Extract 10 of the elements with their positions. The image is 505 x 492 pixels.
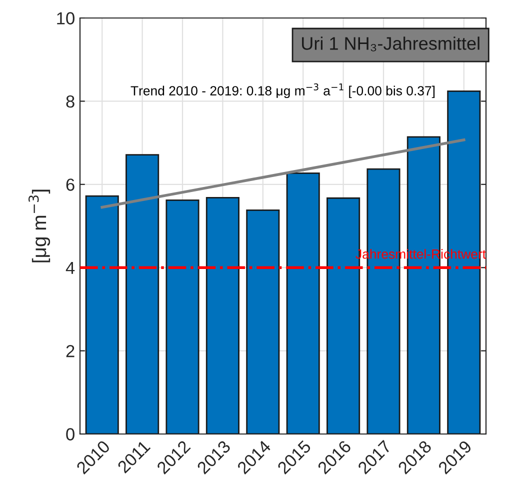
y-tick-label: 2 [66, 344, 74, 358]
y-tick-label: 0 [66, 428, 74, 440]
y-tick-label: 6 [66, 178, 74, 191]
line-series [100, 138, 466, 209]
text: Uri 1 NH₃-Jahresmittel [302, 36, 480, 52]
y-tick-label: 10 [57, 12, 74, 24]
y-tick-label: 8 [66, 95, 74, 108]
y-axis-title: [μg m$^{−3}$] [28, 190, 50, 262]
annotation: Trend 2010 - 2019: 0.18 μg m$^{−3}$ a$^{−1}$ [-0.00 bis 0.37] [130, 83, 435, 98]
y-tick-label: 4 [66, 262, 75, 274]
